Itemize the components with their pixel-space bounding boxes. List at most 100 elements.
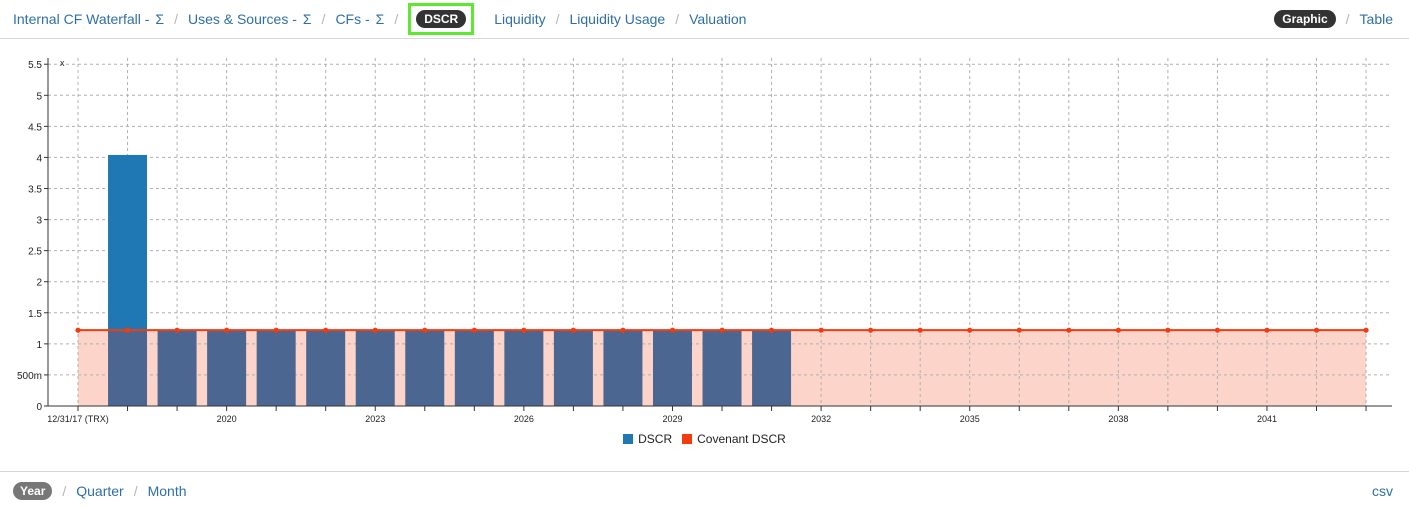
separator: /: [394, 11, 399, 27]
y-tick-label-0: 0: [36, 402, 42, 413]
period-month-button[interactable]: Month: [147, 483, 187, 499]
covenant-point-22: [1165, 327, 1171, 333]
dscr-bar-1: [157, 330, 197, 406]
dscr-bar-6: [405, 330, 445, 406]
covenant-point-1: [124, 327, 131, 333]
tab-cfs[interactable]: CFs -: [335, 11, 370, 27]
covenant-point-7: [422, 327, 428, 333]
legend-label-dscr: DSCR: [638, 432, 673, 446]
x-tick-label-7: 2038: [1108, 414, 1128, 424]
covenant-point-19: [1016, 327, 1022, 333]
tab-uses-sources[interactable]: Uses & Sources -: [187, 11, 297, 27]
legend-swatch-dscr: [623, 434, 634, 444]
separator: /: [133, 483, 138, 499]
y-tick-label-10: 5: [36, 91, 42, 102]
covenant-point-13: [719, 327, 725, 333]
covenant-point-2: [174, 327, 180, 333]
covenant-point-4: [273, 327, 279, 333]
y-tick-label-7: 3.5: [28, 185, 42, 196]
sigma-icon[interactable]: Σ: [302, 11, 312, 27]
covenant-point-20: [1066, 327, 1072, 333]
tab-valuation[interactable]: Valuation: [689, 11, 747, 27]
csv-export-link[interactable]: csv: [1372, 483, 1393, 499]
covenant-point-24: [1264, 327, 1270, 333]
y-tick-label-1: 500m: [17, 371, 42, 382]
covenant-point-25: [1313, 327, 1320, 333]
x-tick-label-5: 2032: [811, 414, 831, 424]
legend-label-covenant-dscr: Covenant DSCR: [697, 432, 786, 446]
covenant-point-17: [917, 327, 923, 333]
separator: /: [174, 11, 178, 27]
legend-item-dscr[interactable]: DSCR: [623, 432, 672, 446]
y-tick-label-2: 1: [36, 340, 42, 351]
chart-legend: DSCR Covenant DSCR: [0, 432, 1409, 446]
covenant-point-6: [372, 327, 378, 333]
period-quarter-button[interactable]: Quarter: [76, 483, 124, 499]
covenant-point-11: [620, 327, 626, 333]
x-tick-label-6: 2035: [960, 414, 980, 424]
y-unit-label: x: [60, 58, 65, 68]
report-tabs: Internal CF Waterfall - Σ / Uses & Sourc…: [13, 0, 746, 38]
top-navigation: Internal CF Waterfall - Σ / Uses & Sourc…: [0, 0, 1409, 39]
tab-internal-cf-waterfall[interactable]: Internal CF Waterfall -: [13, 11, 150, 27]
dscr-bar-7: [454, 330, 494, 406]
covenant-point-8: [471, 327, 477, 333]
y-tick-label-5: 2.5: [28, 247, 42, 258]
covenant-point-16: [868, 327, 874, 333]
dscr-bar-0: [108, 330, 148, 406]
dscr-bar-0-upper: [108, 154, 148, 331]
dscr-bar-13: [752, 330, 792, 406]
covenant-point-9: [521, 327, 527, 333]
covenant-point-14: [768, 327, 775, 333]
legend-item-covenant-dscr[interactable]: Covenant DSCR: [682, 432, 786, 446]
dscr-bar-9: [553, 330, 593, 406]
separator: /: [321, 11, 326, 27]
y-tick-label-11: 5.5: [28, 60, 42, 71]
y-tick-label-6: 3: [36, 216, 42, 227]
dscr-chart: 0 500m 1 1.5 2 2.5 3 3.5 4 4.5 5 5.5 x 12/31/17 (TRX)…: [17, 58, 1392, 424]
y-tick-label-3: 1.5: [28, 309, 42, 320]
dscr-bar-3: [256, 330, 296, 406]
covenant-point-5: [323, 327, 329, 333]
export-area: csv: [1372, 472, 1393, 510]
period-year-button[interactable]: Year: [13, 482, 53, 500]
dscr-bar-5: [355, 330, 395, 406]
dscr-bar-11: [652, 330, 692, 406]
dscr-bar-2: [207, 330, 247, 406]
covenant-point-26: [1363, 327, 1369, 333]
view-toggle: Graphic / Table: [1274, 0, 1393, 38]
covenant-point-15: [818, 327, 824, 333]
sigma-icon[interactable]: Σ: [155, 11, 165, 27]
separator: /: [555, 11, 560, 27]
x-tick-label-3: 2026: [514, 414, 534, 424]
bottom-navigation: Year / Quarter / Month csv: [0, 471, 1409, 510]
covenant-point-0: [75, 327, 81, 333]
x-tick-label-1: 2020: [217, 414, 237, 424]
dscr-bar-12: [702, 330, 742, 406]
dscr-bar-10: [603, 330, 643, 406]
period-selector: Year / Quarter / Month: [13, 472, 187, 510]
tab-dscr[interactable]: DSCR: [416, 10, 467, 28]
covenant-point-3: [224, 327, 230, 333]
sigma-icon[interactable]: Σ: [375, 11, 385, 27]
graphic-view-button[interactable]: Graphic: [1274, 10, 1336, 28]
separator: /: [62, 483, 67, 499]
tab-liquidity[interactable]: Liquidity: [494, 11, 546, 27]
x-tick-label-2: 2023: [365, 414, 385, 424]
covenant-point-10: [570, 327, 577, 333]
x-tick-label-0: 12/31/17 (TRX): [47, 414, 109, 424]
legend-swatch-covenant: [682, 434, 693, 444]
dscr-bar-4: [306, 330, 346, 406]
active-tab-highlight: DSCR: [408, 3, 475, 35]
y-tick-label-4: 2: [36, 278, 42, 289]
tab-liquidity-usage[interactable]: Liquidity Usage: [569, 11, 666, 27]
x-tick-label-4: 2029: [662, 414, 682, 424]
covenant-point-21: [1115, 327, 1121, 333]
x-tick-label-8: 2041: [1257, 414, 1277, 424]
separator: /: [675, 11, 680, 27]
covenant-point-12: [669, 327, 676, 333]
separator: /: [1345, 11, 1350, 27]
dscr-bar-8: [504, 330, 544, 406]
covenant-point-18: [967, 327, 973, 333]
table-view-button[interactable]: Table: [1359, 11, 1393, 27]
